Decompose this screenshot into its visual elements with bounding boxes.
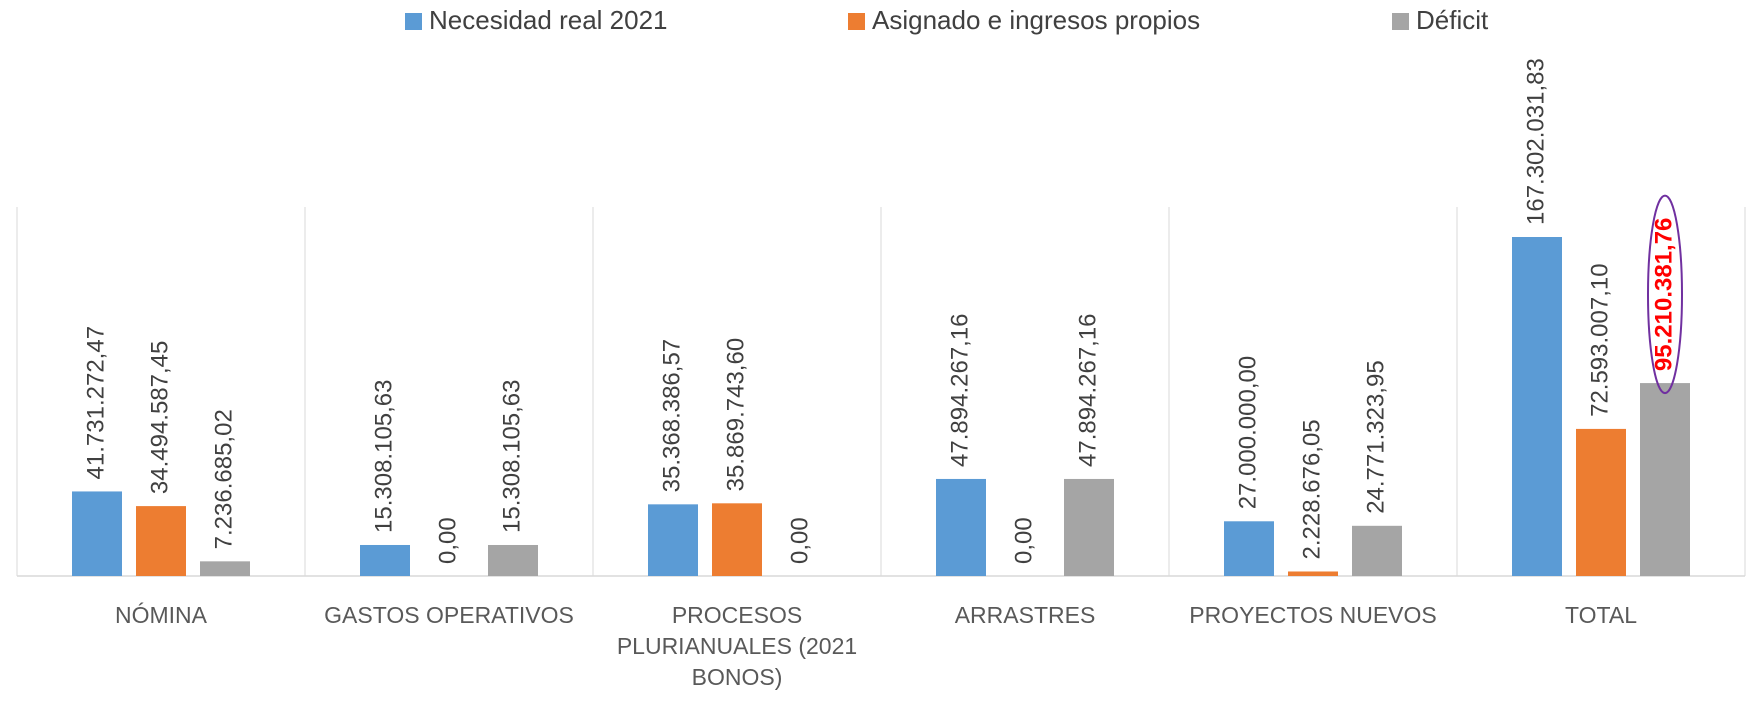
bar: [648, 504, 698, 576]
value-label: 167.302.031,83: [1522, 58, 1549, 225]
value-label: 47.894.267,16: [1074, 313, 1101, 466]
bar: [1288, 571, 1338, 576]
bar: [1064, 478, 1114, 576]
legend-swatch: [1392, 13, 1409, 30]
value-label: 7.236.685,02: [210, 409, 237, 549]
bar: [488, 544, 538, 576]
x-tick-label: GASTOS OPERATIVOS: [324, 602, 574, 628]
value-label: 15.308.105,63: [498, 379, 525, 532]
bar: [936, 478, 986, 576]
bar: [1512, 237, 1562, 576]
value-label: 0,00: [1010, 517, 1037, 564]
value-label: 15.308.105,63: [370, 379, 397, 532]
bar: [360, 544, 410, 576]
value-label: 27.000.000,00: [1234, 356, 1261, 509]
bar: [72, 491, 122, 576]
value-label: 2.228.676,05: [1298, 419, 1325, 559]
legend-label: Necesidad real 2021: [429, 5, 668, 35]
bar: [1576, 428, 1626, 576]
x-tick-label: NÓMINA: [115, 602, 207, 628]
legend-swatch: [848, 13, 865, 30]
legend-swatch: [405, 13, 422, 30]
bar: [712, 503, 762, 576]
highlight-ellipse: [1647, 194, 1683, 395]
bar: [136, 506, 186, 576]
x-tick-label: PROYECTOS NUEVOS: [1189, 602, 1437, 628]
bar: [200, 561, 250, 576]
legend-label: Asignado e ingresos propios: [872, 5, 1200, 35]
bar: [1640, 383, 1690, 576]
value-label: 34.494.587,45: [146, 341, 173, 494]
value-label: 72.593.007,10: [1586, 263, 1613, 416]
x-tick-label: PROCESOS PLURIANUALES (2021 BONOS): [616, 602, 858, 690]
legend-label: Déficit: [1416, 5, 1489, 35]
bar: [1352, 525, 1402, 576]
value-label: 0,00: [434, 517, 461, 564]
value-label: 24.771.323,95: [1362, 360, 1389, 513]
value-label: 41.731.272,47: [82, 326, 109, 479]
value-label: 0,00: [786, 517, 813, 564]
value-label: 47.894.267,16: [946, 313, 973, 466]
value-label: 35.869.743,60: [722, 338, 749, 491]
value-label: 95.210.381,76: [1650, 218, 1677, 371]
x-tick-label: TOTAL: [1565, 602, 1637, 628]
bar: [1224, 521, 1274, 576]
value-label: 35.368.386,57: [658, 339, 685, 492]
x-tick-label: ARRASTRES: [954, 602, 1096, 628]
